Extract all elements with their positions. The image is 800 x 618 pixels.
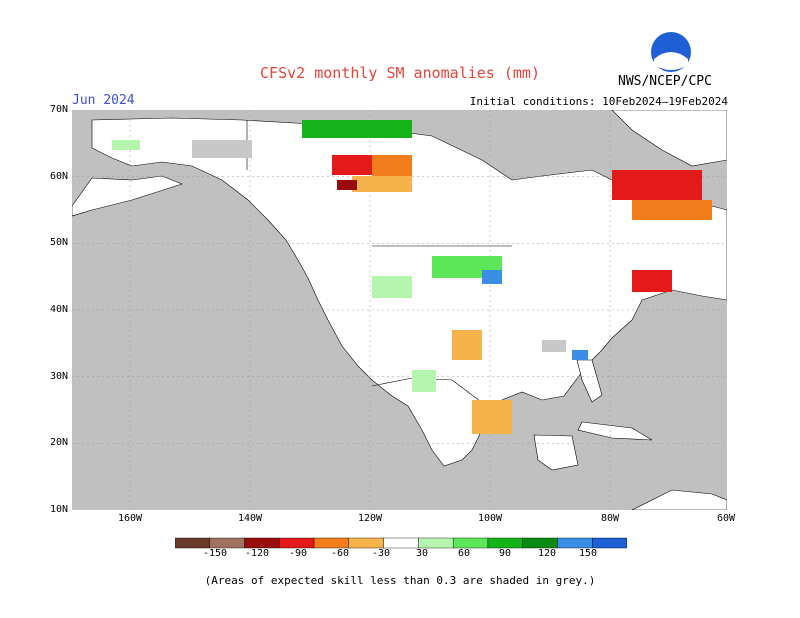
colorbar-segment	[522, 537, 558, 549]
valid-month: Jun 2024	[72, 93, 135, 108]
lon-label-120w: 120W	[357, 513, 383, 524]
lat-label-20n: 20N	[49, 437, 68, 448]
anomaly-cells	[112, 120, 712, 434]
colorbar-tick-3: -90	[288, 548, 308, 559]
colorbar-tick-1: -150	[202, 548, 228, 559]
colorbar-segment	[487, 537, 523, 549]
lon-label-80w: 80W	[600, 513, 620, 524]
agency-label: NWS/NCEP/CPC	[618, 74, 712, 89]
alaska-peninsula	[72, 175, 183, 217]
lon-label-160w: 160W	[117, 513, 143, 524]
colorbar-segment	[383, 537, 419, 549]
colorbar-tick-7: 60	[457, 548, 471, 559]
lat-label-50n: 50N	[49, 237, 68, 248]
chart-title: CFSv2 monthly SM anomalies (mm)	[260, 64, 540, 82]
lon-label-140w: 140W	[237, 513, 263, 524]
colorbar-tick-6: 30	[415, 548, 429, 559]
colorbar-segment	[348, 537, 384, 549]
greenland	[611, 110, 727, 167]
lon-label-100w: 100W	[477, 513, 503, 524]
south-america	[631, 489, 727, 510]
colorbar-tick-8: 90	[498, 548, 512, 559]
lat-label-10n: 10N	[49, 504, 68, 515]
colorbar-tick-2: -120	[244, 548, 270, 559]
colorbar	[175, 537, 627, 549]
yucatan	[533, 434, 579, 471]
skill-note: (Areas of expected skill less than 0.3 a…	[204, 574, 596, 587]
colorbar-tick-10: 150	[578, 548, 598, 559]
colorbar-segment	[175, 537, 210, 549]
colorbar-segment	[313, 537, 350, 549]
lon-label-60w: 60W	[716, 513, 736, 524]
colorbar-segment	[592, 537, 627, 549]
initial-conditions: Initial conditions: 10Feb2024–19Feb2024	[469, 95, 728, 108]
colorbar-segment	[244, 537, 280, 549]
colorbar-segment	[279, 537, 315, 549]
florida	[576, 359, 603, 403]
cuba	[577, 421, 653, 441]
colorbar-tick-9: 120	[537, 548, 557, 559]
lat-label-30n: 30N	[49, 371, 68, 382]
colorbar-segment	[557, 537, 593, 549]
lat-label-40n: 40N	[49, 304, 68, 315]
map-panel	[72, 110, 727, 510]
colorbar-segment	[209, 537, 245, 549]
lat-label-60n: 60N	[49, 171, 68, 182]
colorbar-segment	[452, 537, 489, 549]
colorbar-tick-4: -60	[330, 548, 350, 559]
colorbar-tick-5: -30	[371, 548, 391, 559]
lat-label-70n: 70N	[49, 104, 68, 115]
colorbar-segment	[418, 537, 454, 549]
noaa-logo	[650, 31, 692, 73]
